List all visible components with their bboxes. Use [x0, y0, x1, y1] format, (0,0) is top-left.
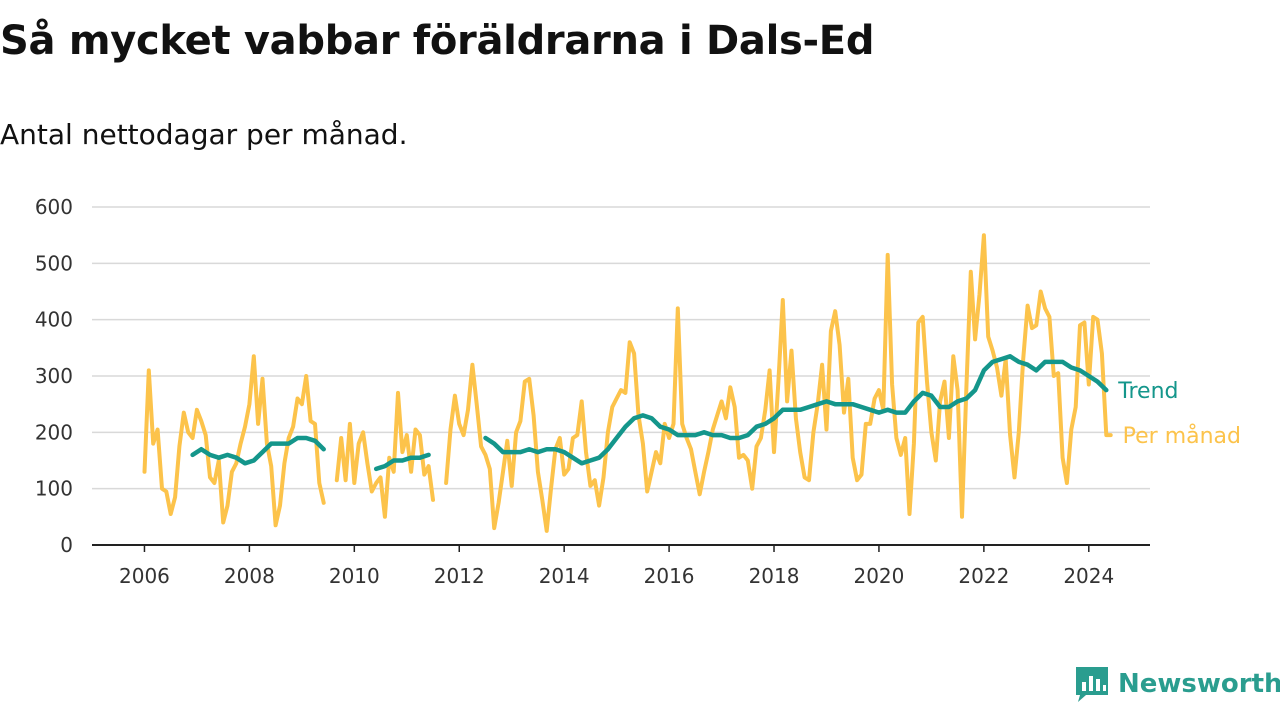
line-chart: 0 100 200 300 400 500 600 2006 2008 2010 2012 2014… — [35, 195, 1241, 588]
x-tick-label: 2022 — [958, 564, 1009, 588]
x-tick-label: 2006 — [119, 564, 170, 588]
x-tick-label: 2010 — [329, 564, 380, 588]
series-line-trend — [373, 452, 431, 472]
series-line-trend — [483, 354, 1109, 466]
y-tick-label: 400 — [35, 308, 73, 332]
x-tick-label: 2014 — [539, 564, 590, 588]
y-tick-label: 200 — [35, 420, 73, 444]
x-tick-label: 2018 — [749, 564, 800, 588]
x-tick-label: 2012 — [434, 564, 485, 588]
series-line-per-month — [444, 233, 1113, 533]
y-axis: 0 100 200 300 400 500 600 — [35, 195, 73, 557]
series-line-per-month — [334, 390, 435, 519]
brand-name: Newsworthy — [1118, 669, 1280, 699]
bar-chart-icon — [1076, 667, 1108, 702]
y-tick-label: 100 — [35, 477, 73, 501]
series-line-per-month — [142, 354, 326, 528]
y-tick-label: 500 — [35, 251, 73, 275]
y-tick-label: 300 — [35, 364, 73, 388]
series-lines — [142, 233, 1113, 533]
newsworthy-logo: Newsworthy — [1074, 664, 1280, 704]
legend-label-per-month: Per månad — [1123, 423, 1241, 449]
y-tick-label: 600 — [35, 195, 73, 219]
x-tick-label: 2024 — [1063, 564, 1114, 588]
x-axis: 2006 2008 2010 2012 2014 2016 2018 2020 2022 2024 — [92, 544, 1150, 588]
legend: Per månad Trend — [1117, 379, 1241, 449]
legend-label-trend: Trend — [1117, 379, 1178, 404]
y-tick-label: 0 — [60, 533, 73, 557]
page-title: Så mycket vabbar föräldrarna i Dals-Ed — [0, 18, 875, 64]
x-tick-label: 2020 — [853, 564, 904, 588]
x-tick-label: 2008 — [224, 564, 275, 588]
x-tick-label: 2016 — [644, 564, 695, 588]
series-line-trend — [190, 435, 326, 466]
page-subtitle: Antal nettodagar per månad. — [0, 118, 408, 151]
